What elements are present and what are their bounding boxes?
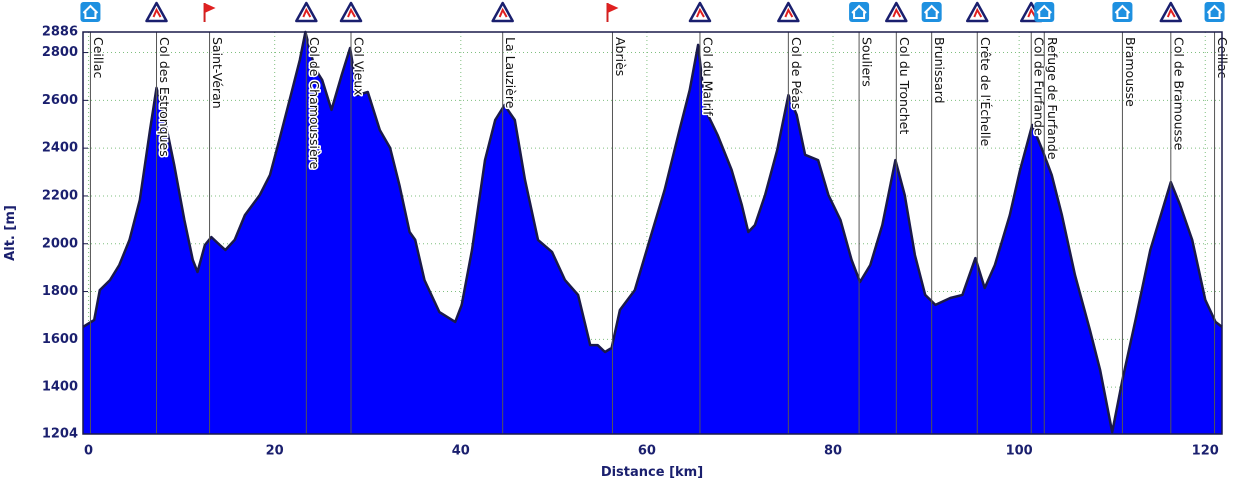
waypoint-label: La Lauzière: [503, 37, 518, 109]
waypoint-icon: [921, 2, 942, 22]
col-peak: [696, 7, 705, 18]
hut-house: [1036, 4, 1052, 19]
hut-house: [82, 4, 99, 19]
waypoint-label: Abriès: [613, 37, 628, 76]
col-peak: [152, 7, 162, 18]
waypoint-label: Brunissard: [932, 37, 947, 104]
waypoint-label: Col du Malrif: [700, 37, 715, 116]
waypoint-icon: [777, 1, 800, 23]
y-axis-label: Alt. [m]: [3, 205, 18, 261]
col-peak: [498, 7, 508, 18]
waypoint-label: Col Vieux: [352, 37, 367, 96]
waypoint-icon: [849, 2, 870, 22]
y-tick-label: 1600: [42, 332, 78, 347]
y-tick-label: 1800: [42, 284, 78, 299]
col-peak: [784, 7, 794, 18]
waypoint-icon: [688, 1, 712, 23]
x-tick-label: 20: [266, 444, 284, 459]
waypoint-label: Col de Furfande: [1032, 37, 1047, 136]
profile-line: [82, 30, 1223, 434]
x-axis-label: Distance [km]: [601, 465, 703, 480]
x-tick-label: 40: [452, 444, 470, 459]
y-tick-label: 2800: [42, 45, 78, 60]
x-tick-label: 120: [1192, 444, 1219, 459]
waypoint-label: Col de Péas: [789, 37, 804, 109]
waypoint-label: Col de Chamoussière: [307, 37, 322, 170]
waypoint-label: Col du Tronchet: [897, 37, 912, 134]
y-tick-label: 1204: [42, 427, 78, 442]
waypoint-icon: [1159, 1, 1183, 23]
hut-house: [851, 4, 867, 19]
x-tick-label: 80: [824, 444, 842, 459]
waypoint-label: Crête de l'Échelle: [978, 37, 993, 147]
waypoint-icon: [203, 3, 216, 22]
waypoint-label: Souliers: [860, 37, 875, 87]
waypoint-icon: [145, 1, 168, 23]
y-tick-label: 2200: [42, 188, 78, 203]
col-peak: [973, 7, 983, 18]
waypoint-icon: [295, 1, 318, 23]
waypoint-icon: [491, 1, 514, 23]
col-peak: [347, 7, 356, 18]
waypoint-icon: [1034, 2, 1055, 22]
hut-house: [1114, 4, 1131, 19]
waypoint-label: Col de Bramousse: [1171, 37, 1186, 151]
waypoint-label: Saint-Véran: [210, 37, 225, 109]
col-peak: [1166, 7, 1176, 18]
waypoint-icon: [339, 1, 363, 23]
waypoint-label: Bramousse: [1123, 37, 1138, 107]
y-tick-label: 2886: [42, 25, 78, 40]
flag-cloth: [204, 3, 216, 13]
flag-cloth: [607, 3, 619, 13]
col-peak: [892, 7, 902, 18]
hut-house: [1206, 4, 1223, 19]
y-tick-label: 1400: [42, 380, 78, 395]
waypoint-icon: [1204, 2, 1225, 22]
waypoint-icon: [885, 1, 908, 23]
waypoint-label: Refuge de Furfande: [1045, 37, 1060, 160]
col-peak: [302, 7, 312, 18]
waypoint-icon: [606, 3, 619, 22]
x-tick-label: 60: [638, 444, 656, 459]
waypoint-icon: [80, 2, 101, 22]
x-tick-label: 100: [1006, 444, 1033, 459]
hut-house: [923, 4, 940, 19]
waypoint-label: Col des Estronques: [157, 37, 172, 157]
waypoint-icon: [966, 1, 989, 23]
x-tick-label: 0: [84, 444, 93, 459]
plot-frame: [82, 31, 1223, 435]
waypoint-icon: [1112, 2, 1133, 22]
y-tick-label: 2400: [42, 141, 78, 156]
col-peak: [1027, 7, 1037, 18]
y-tick-label: 2600: [42, 93, 78, 108]
waypoint-label: Ceillac: [91, 37, 106, 78]
y-tick-label: 2000: [42, 236, 78, 251]
